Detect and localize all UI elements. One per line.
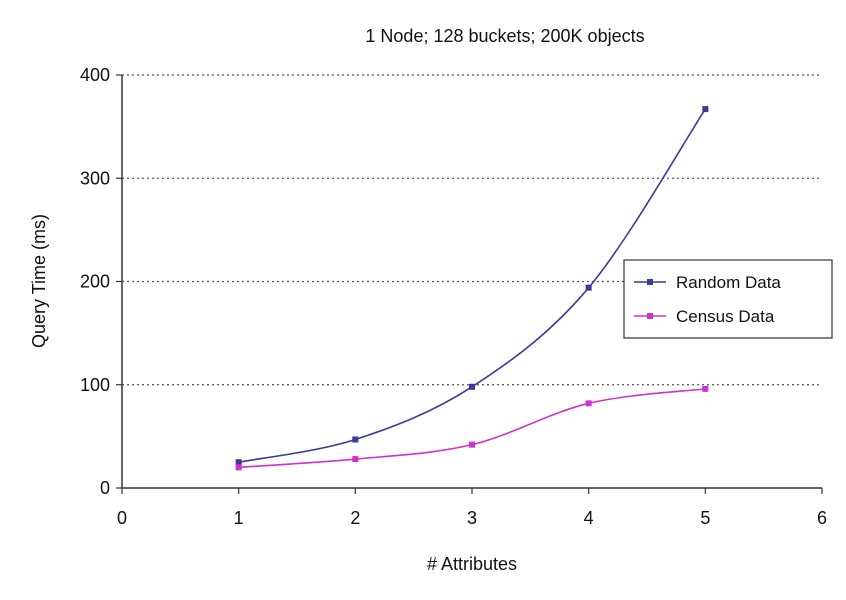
x-tick-label-3: 3 [467,508,477,528]
data-point-random-data-5 [702,106,709,113]
tick-labels: 0 100 200 300 400 0 1 2 3 4 5 6 [80,65,827,528]
legend-label-random-data: Random Data [676,273,781,292]
y-tick-label-200: 200 [80,272,110,292]
y-tick-label-300: 300 [80,168,110,188]
data-point-random-data-2 [352,436,359,443]
data-point-census-data-1 [235,464,242,471]
data-point-census-data-4 [585,400,592,407]
y-axis-label: Query Time (ms) [29,214,49,348]
x-tick-label-4: 4 [584,508,594,528]
series-line-random-data [238,108,707,463]
data-point-random-data-1 [235,459,242,466]
x-tick-label-2: 2 [350,508,360,528]
x-tick-label-5: 5 [700,508,710,528]
data-point-census-data-2 [352,456,359,463]
y-tick-label-100: 100 [80,375,110,395]
data-point-census-data-3 [469,441,475,448]
x-tick-label-6: 6 [817,508,827,528]
series-line-census-data [238,388,706,469]
y-tick-label-0: 0 [100,478,110,498]
x-axis-label: # Attributes [427,554,517,574]
chart-title: 1 Node; 128 buckets; 200K objects [365,26,644,46]
legend: Random Data Census Data [623,259,833,339]
data-point-random-data-3 [469,383,475,390]
legend-label-census-data: Census Data [676,307,775,326]
legend-marker-random-data [647,279,653,285]
data-point-random-data-4 [585,284,592,291]
series-lines [235,106,709,471]
legend-item-random-data: Random Data [634,273,781,292]
legend-box [623,259,833,339]
y-tick-label-400: 400 [80,65,110,85]
legend-marker-census-data [647,313,653,319]
x-tick-label-0: 0 [117,508,127,528]
legend-item-census-data: Census Data [634,307,775,326]
x-tick-label-1: 1 [234,508,244,528]
data-point-census-data-5 [702,385,709,392]
